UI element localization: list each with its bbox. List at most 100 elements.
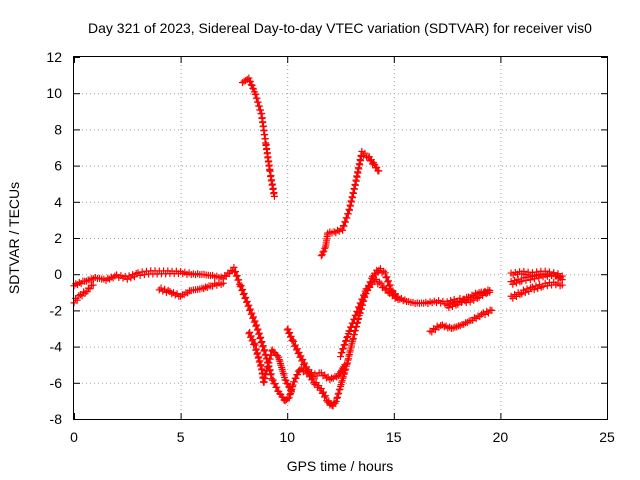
data-point-marker: [299, 355, 307, 363]
data-point-marker: [246, 328, 254, 336]
data-point-marker: [512, 279, 520, 287]
data-point-marker: [284, 395, 292, 403]
x-tick-label: 15: [386, 429, 402, 445]
data-point-marker: [253, 321, 261, 329]
data-point-marker: [483, 307, 491, 315]
data-point-marker: [287, 386, 295, 394]
data-point-marker: [335, 389, 343, 397]
data-point-marker: [445, 304, 453, 312]
data-point-marker: [530, 286, 538, 294]
data-point-marker: [284, 325, 292, 333]
data-point-marker: [401, 296, 409, 304]
data-point-marker: [259, 342, 267, 350]
series-track-late-low: [426, 306, 496, 336]
series-track-lower-drift: [155, 279, 227, 300]
data-point-marker: [235, 276, 243, 284]
data-point-marker: [343, 214, 351, 222]
data-point-marker: [512, 292, 520, 300]
data-point-marker: [346, 327, 354, 335]
data-point-marker: [233, 272, 241, 280]
data-point-marker: [289, 336, 297, 344]
data-point-marker: [297, 352, 305, 360]
chart-title: Day 321 of 2023, Sidereal Day-to-day VTE…: [88, 20, 592, 36]
y-tick-label: -6: [50, 375, 63, 391]
data-point-marker: [358, 147, 366, 155]
data-point-marker: [247, 332, 255, 340]
data-point-marker: [157, 284, 165, 292]
data-point-marker: [341, 361, 349, 369]
data-point-marker: [339, 226, 347, 234]
data-point-marker: [326, 376, 334, 384]
data-point-marker: [338, 349, 346, 357]
data-point-marker: [344, 210, 352, 218]
data-point-marker: [352, 311, 360, 319]
data-point-marker: [509, 280, 517, 288]
data-point-marker: [518, 290, 526, 298]
data-point-marker: [373, 163, 381, 171]
data-point-marker: [258, 338, 266, 346]
data-point-marker: [243, 297, 251, 305]
data-point-marker: [337, 353, 344, 361]
data-point-marker: [251, 317, 259, 325]
data-point-marker: [290, 337, 298, 345]
x-tick-label: 25: [599, 429, 615, 445]
data-point-marker: [337, 368, 344, 376]
series-track-late-mid: [443, 288, 494, 312]
data-point-marker: [86, 285, 94, 293]
data-point-marker: [321, 393, 329, 401]
data-point-marker: [340, 222, 348, 230]
data-point-marker: [341, 337, 349, 345]
series-track-end-c: [507, 267, 566, 281]
data-point-marker: [558, 272, 566, 280]
data-point-marker: [245, 301, 253, 309]
y-tick-label: 12: [46, 49, 62, 65]
y-tick-label: -8: [50, 411, 63, 427]
y-tick-label: 0: [54, 266, 62, 282]
data-point-marker: [375, 278, 383, 286]
data-point-marker: [273, 352, 281, 360]
data-point-marker: [521, 289, 529, 297]
y-tick-label: 4: [54, 194, 62, 210]
data-point-marker: [239, 285, 247, 293]
data-point-marker: [240, 289, 248, 297]
data-point-marker: [261, 346, 269, 354]
series-track-dip-a: [245, 328, 295, 396]
data-point-marker: [248, 309, 256, 317]
data-point-marker: [285, 394, 293, 402]
data-point-marker: [354, 308, 362, 316]
data-point-marker: [285, 383, 293, 391]
y-tick-label: 8: [54, 121, 62, 137]
data-point-marker: [246, 78, 254, 86]
series-track-high-b: [317, 147, 383, 260]
data-point-marker: [361, 149, 369, 157]
data-point-marker: [525, 287, 533, 295]
data-point-marker: [269, 376, 277, 384]
data-point-marker: [230, 263, 238, 271]
series-track-rise-b: [337, 275, 402, 361]
data-point-marker: [136, 271, 144, 279]
data-point-marker: [347, 323, 355, 331]
data-point-marker: [301, 359, 309, 367]
data-point-marker: [287, 332, 295, 340]
data-point-marker: [317, 385, 325, 393]
data-point-marker: [273, 383, 281, 391]
data-point-marker: [386, 281, 394, 289]
data-point-marker: [360, 291, 368, 299]
data-point-marker: [534, 284, 542, 292]
data-point-marker: [89, 281, 97, 289]
y-tick-label: 2: [54, 230, 62, 246]
x-axis-label: GPS time / hours: [287, 458, 394, 474]
data-point-marker: [319, 248, 327, 256]
data-point-marker: [73, 296, 81, 304]
data-point-marker: [394, 296, 402, 304]
data-point-marker: [271, 380, 279, 388]
data-point-marker: [341, 218, 349, 226]
data-point-marker: [343, 333, 351, 341]
data-point-marker: [332, 397, 340, 405]
data-point-marker: [246, 305, 254, 313]
data-point-marker: [322, 392, 330, 400]
series-track-main: [70, 263, 494, 410]
data-point-marker: [249, 84, 257, 92]
series-track-end-b: [507, 278, 566, 302]
